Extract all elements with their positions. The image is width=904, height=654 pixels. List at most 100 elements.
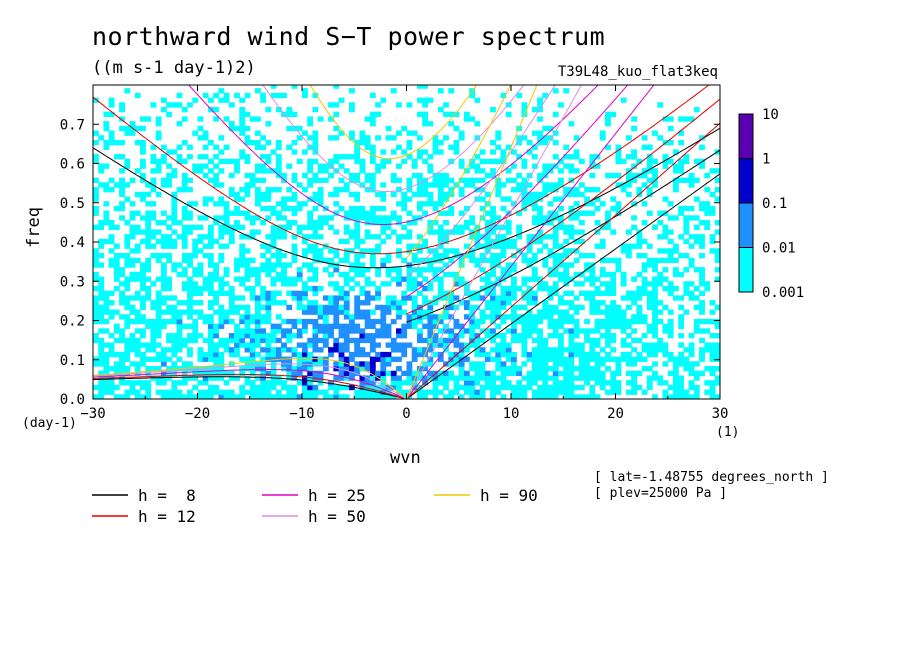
field-cell: [537, 135, 543, 141]
field-cell: [187, 337, 193, 344]
field-cell: [129, 309, 136, 315]
field-cell: [98, 380, 105, 386]
field-cell: [119, 366, 125, 372]
field-cell: [463, 300, 470, 306]
field-cell: [469, 328, 476, 334]
field-cell: [495, 333, 502, 339]
field-cell: [155, 389, 162, 395]
field-cell: [605, 356, 611, 362]
field-cell: [479, 394, 486, 399]
field-cell: [620, 356, 627, 362]
field-cell: [704, 224, 711, 231]
field-cell: [406, 314, 413, 320]
field-cell: [672, 356, 679, 362]
field-cell: [568, 177, 575, 183]
field-cell: [187, 210, 193, 216]
field-cell: [416, 111, 423, 117]
field-cell: [594, 366, 601, 372]
field-cell: [359, 285, 366, 292]
field-cell: [479, 285, 486, 292]
field-cell: [322, 168, 329, 174]
field-cell: [511, 243, 517, 249]
field-cell: [641, 276, 648, 282]
field-cell: [124, 234, 131, 240]
field-cell: [568, 224, 575, 231]
field-cell: [484, 248, 491, 254]
field-cell: [322, 333, 329, 339]
field-cell: [254, 276, 261, 282]
field-cell: [197, 248, 204, 254]
field-cell: [317, 196, 324, 202]
field-cell: [479, 267, 486, 273]
field-cell: [688, 234, 695, 240]
field-cell: [207, 238, 214, 245]
field-cell: [568, 121, 575, 127]
field-cell: [469, 361, 476, 367]
field-cell: [641, 172, 648, 179]
field-cell: [93, 304, 99, 311]
field-cell: [113, 384, 120, 391]
field-cell: [672, 267, 679, 273]
field-cell: [531, 370, 538, 377]
field-cell: [349, 285, 355, 292]
field-cell: [249, 361, 256, 367]
field-cell: [354, 139, 361, 146]
field-cell: [646, 380, 653, 386]
field-cell: [406, 182, 413, 188]
field-cell: [317, 370, 324, 377]
field-cell: [511, 177, 517, 183]
field-cell: [636, 243, 643, 249]
field-cell: [254, 187, 261, 193]
field-cell: [542, 347, 549, 353]
field-cell: [474, 318, 481, 325]
field-cell: [103, 295, 110, 301]
field-cell: [511, 351, 517, 358]
field-cell: [599, 257, 606, 264]
field-cell: [709, 347, 716, 353]
field-cell: [500, 300, 507, 306]
field-cell: [652, 394, 658, 399]
field-cell: [333, 300, 340, 306]
field-cell: [641, 281, 648, 287]
field-cell: [302, 281, 308, 287]
field-cell: [223, 92, 230, 99]
field-cell: [291, 347, 298, 353]
field-cell: [537, 285, 543, 292]
field-cell: [364, 333, 371, 339]
field-cell: [171, 149, 178, 155]
field-cell: [207, 375, 214, 381]
field-cell: [296, 271, 303, 278]
field-cell: [568, 370, 575, 377]
field-cell: [359, 375, 366, 381]
field-cell: [479, 361, 486, 367]
field-cell: [333, 361, 340, 367]
field-cell: [145, 276, 152, 282]
field-cell: [531, 300, 538, 306]
field-cell: [192, 267, 199, 273]
field-cell: [364, 177, 371, 183]
field-cell: [265, 158, 272, 165]
field-cell: [192, 238, 199, 245]
field-cell: [254, 333, 261, 339]
field-cell: [490, 295, 496, 301]
field-cell: [108, 309, 115, 315]
field-cell: [160, 380, 167, 386]
field-cell: [537, 281, 543, 287]
field-cell: [260, 347, 267, 353]
field-cell: [244, 318, 251, 325]
field-cell: [228, 187, 235, 193]
field-cell: [129, 215, 136, 221]
field-cell: [437, 342, 444, 348]
field-cell: [181, 337, 188, 344]
field-cell: [490, 384, 496, 391]
field-cell: [662, 158, 669, 165]
field-cell: [537, 375, 543, 381]
field-cell: [500, 347, 507, 353]
field-cell: [260, 177, 267, 183]
field-cell: [140, 238, 146, 245]
field-cell: [296, 201, 303, 207]
field-cell: [145, 323, 152, 329]
field-cell: [500, 351, 507, 358]
field-cell: [129, 234, 136, 240]
field-cell: [615, 314, 622, 320]
